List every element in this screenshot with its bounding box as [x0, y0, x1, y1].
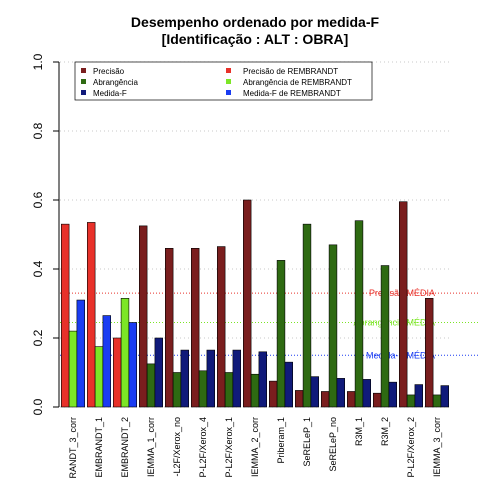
x-tick-label: RANDT_3_corr	[68, 417, 78, 479]
bar	[243, 199, 252, 408]
bar	[424, 298, 434, 408]
legend-label: Precisão de REMBRANDT	[243, 67, 338, 76]
bar	[146, 363, 156, 408]
bar	[60, 223, 70, 408]
bar	[206, 349, 215, 408]
legend-swatch	[226, 90, 231, 95]
legend: Precisão Precisão de REMBRANDT Abrangência…	[74, 61, 373, 101]
bar	[217, 246, 226, 408]
bar	[414, 384, 423, 408]
x-tick-label: P-L2F/Xerox_4	[198, 417, 208, 478]
bar	[102, 315, 112, 408]
x-tick-label: P-L2F/Xerox_2	[406, 417, 416, 478]
bar	[120, 298, 130, 408]
legend-label: Abrangência	[93, 78, 138, 87]
bar	[180, 349, 189, 408]
legend-swatch	[226, 79, 231, 84]
bar	[388, 381, 397, 408]
bar	[336, 378, 345, 408]
legend-label: Precisão	[93, 67, 125, 76]
x-tick-label: P-L2F/Xerox_1	[224, 417, 234, 478]
bar	[328, 244, 338, 408]
bar	[320, 391, 330, 408]
bar	[258, 351, 267, 408]
bar	[406, 394, 416, 408]
chart-title: Desempenho ordenado por medida-F	[131, 14, 380, 30]
bar	[198, 370, 208, 408]
bar	[76, 299, 86, 408]
bar	[440, 385, 449, 408]
y-tick-label: 0.8	[31, 122, 45, 139]
bar	[354, 220, 364, 408]
bar	[139, 225, 148, 408]
y-tick-label: 0.4	[31, 260, 45, 277]
bar	[284, 361, 293, 408]
legend-label: Medida-F de REMBRANDT	[243, 89, 341, 98]
bar	[68, 330, 78, 408]
bar	[87, 222, 96, 408]
x-tick-label: EMBRANDT_2	[120, 417, 130, 478]
bar	[268, 380, 278, 408]
bar	[250, 373, 260, 408]
x-tick-label: SeRELeP_no	[328, 417, 338, 472]
x-tick-label: SeRELeP_1	[302, 417, 312, 467]
bar	[128, 322, 137, 408]
chart-subtitle: [Identificação : ALT : OBRA]	[162, 31, 349, 47]
bar	[113, 337, 122, 408]
bar	[302, 223, 312, 408]
bar	[380, 265, 390, 408]
x-tick-label: IEMMA_2_corr	[250, 417, 260, 477]
legend-swatch	[81, 68, 86, 73]
legend-swatch	[226, 68, 231, 73]
x-tick-label: -L2F/Xerox_no	[172, 417, 182, 477]
bar	[172, 372, 182, 408]
y-tick-label: 0.0	[31, 398, 45, 415]
x-tick-label: IEMMA_1_corr	[146, 417, 156, 477]
y-tick-label: 1.0	[31, 53, 45, 70]
legend-box	[74, 61, 373, 101]
reference-line-label: Abrangência MÉDIA	[353, 317, 435, 327]
x-tick-label: EMBRANDT_1	[94, 417, 104, 478]
bar	[276, 260, 286, 408]
bar	[94, 346, 104, 408]
legend-label: Abrangência de REMBRANDT	[243, 78, 352, 87]
bars	[60, 199, 449, 408]
bar	[310, 376, 319, 408]
bar	[362, 379, 371, 408]
y-tick-label: 0.6	[31, 191, 45, 208]
y-tick-label: 0.2	[31, 329, 45, 346]
bar	[372, 392, 382, 408]
bar	[398, 201, 408, 408]
bar	[294, 390, 304, 408]
bar	[232, 349, 241, 408]
bar	[346, 391, 356, 408]
x-tick-label: Priberam_1	[276, 417, 286, 464]
x-tick-label: R3M_1	[354, 417, 364, 446]
legend-label: Medida-F	[93, 89, 127, 98]
bar	[224, 372, 234, 408]
bar	[154, 337, 163, 408]
bar	[432, 394, 442, 408]
x-axis-labels: RANDT_3_corr EMBRANDT_1 EMBRANDT_2 IEMMA_1_…	[68, 417, 442, 479]
legend-swatch	[81, 90, 86, 95]
bar	[165, 248, 174, 408]
x-tick-label: IEMMA_3_corr	[432, 417, 442, 477]
x-tick-label: R3M_2	[380, 417, 390, 446]
y-axis: 0.0 0.2 0.4 0.6 0.8 1.0	[31, 53, 60, 415]
bar	[191, 248, 200, 408]
legend-swatch	[81, 79, 86, 84]
